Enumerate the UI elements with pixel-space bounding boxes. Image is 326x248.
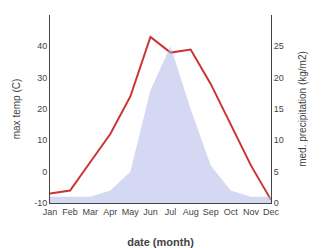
svg-text:0: 0 bbox=[42, 167, 47, 177]
svg-text:date (month): date (month) bbox=[127, 236, 194, 248]
svg-text:20: 20 bbox=[274, 73, 284, 83]
svg-text:Feb: Feb bbox=[62, 207, 78, 217]
svg-text:10: 10 bbox=[274, 135, 284, 145]
svg-text:Apr: Apr bbox=[103, 207, 117, 217]
svg-text:20: 20 bbox=[37, 104, 47, 114]
svg-text:Jun: Jun bbox=[143, 207, 158, 217]
svg-text:30: 30 bbox=[37, 73, 47, 83]
svg-text:med. precipitation (kg/m2): med. precipitation (kg/m2) bbox=[297, 51, 308, 167]
svg-text:25: 25 bbox=[274, 41, 284, 51]
svg-text:Nov: Nov bbox=[243, 207, 260, 217]
svg-text:May: May bbox=[122, 207, 140, 217]
svg-text:Aug: Aug bbox=[183, 207, 199, 217]
svg-text:Jul: Jul bbox=[165, 207, 177, 217]
svg-text:0: 0 bbox=[274, 198, 279, 208]
svg-text:5: 5 bbox=[274, 167, 279, 177]
svg-text:Oct: Oct bbox=[224, 207, 239, 217]
svg-text:Mar: Mar bbox=[82, 207, 98, 217]
svg-text:Dec: Dec bbox=[263, 207, 280, 217]
svg-text:Jan: Jan bbox=[43, 207, 58, 217]
svg-text:-10: -10 bbox=[34, 198, 47, 208]
svg-text:40: 40 bbox=[37, 41, 47, 51]
svg-text:max temp (C): max temp (C) bbox=[11, 79, 22, 140]
svg-text:Sep: Sep bbox=[203, 207, 219, 217]
svg-text:15: 15 bbox=[274, 104, 284, 114]
svg-text:10: 10 bbox=[37, 135, 47, 145]
